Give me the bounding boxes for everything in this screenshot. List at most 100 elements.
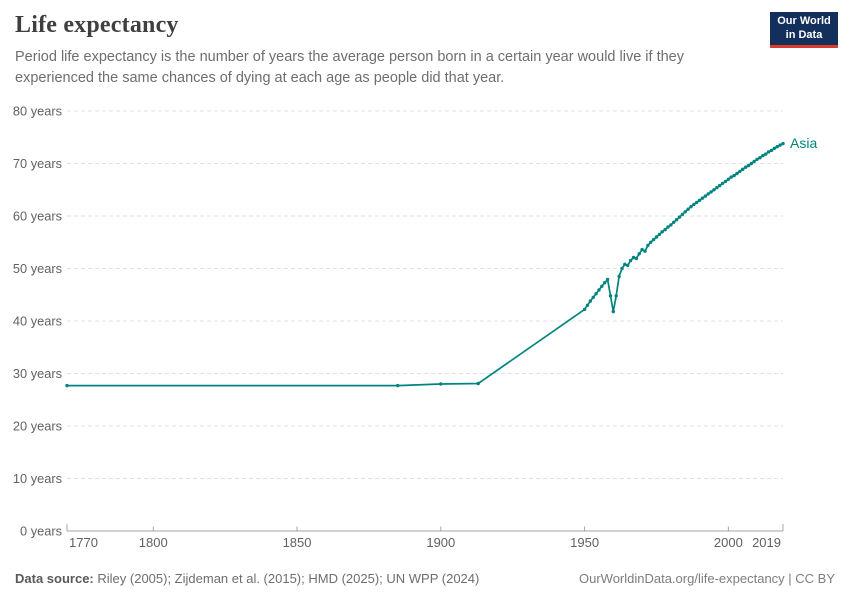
owid-logo-line1: Our World xyxy=(777,14,831,27)
credit-link[interactable]: OurWorldinData.org/life-expectancy | CC … xyxy=(578,571,835,586)
y-axis-tick-label: 10 years xyxy=(13,471,62,486)
series-point xyxy=(660,230,664,234)
series-point xyxy=(772,146,777,150)
series-point xyxy=(715,185,719,190)
series-point xyxy=(597,288,601,292)
series-point xyxy=(657,232,662,237)
series-line-asia xyxy=(66,142,784,387)
series-point xyxy=(697,198,702,202)
chart-area: 0 years 10 years 20 years 30 years 40 years 5… xyxy=(0,100,850,565)
data-source: Data source: Riley (2005); Zijdeman et a… xyxy=(15,571,479,586)
x-axis-tick-label: 1850 xyxy=(283,535,312,550)
series-point xyxy=(611,309,615,314)
series-point xyxy=(677,215,682,219)
x-axis-tick-label: 1950 xyxy=(570,535,599,550)
y-axis-tick-label: 20 years xyxy=(13,419,62,434)
series-point xyxy=(600,284,604,288)
series-point xyxy=(766,150,771,154)
series-point xyxy=(640,247,644,252)
x-axis-tick-label: 1770 xyxy=(69,535,98,550)
series-point xyxy=(617,274,621,279)
series-point xyxy=(396,383,400,388)
series-point xyxy=(674,218,679,222)
series-point xyxy=(634,256,638,261)
series-point xyxy=(439,382,443,386)
series-point xyxy=(608,294,613,298)
chart-header: Life expectancy Period life expectancy i… xyxy=(15,12,725,88)
series-point xyxy=(758,156,762,160)
series-point xyxy=(680,212,685,217)
x-axis-tick-label: 2000 xyxy=(714,535,743,550)
series-point xyxy=(476,381,480,386)
series-point xyxy=(709,190,713,194)
series-point xyxy=(723,179,728,184)
series-point xyxy=(666,225,670,229)
y-axis-tick-label: 80 years xyxy=(13,104,62,119)
series-point xyxy=(706,192,710,196)
x-axis-tick-label: 1900 xyxy=(426,535,455,550)
series-point xyxy=(720,181,725,186)
series-point xyxy=(669,223,673,227)
x-axis-tick-label: 1800 xyxy=(139,535,168,550)
series-point xyxy=(651,237,656,242)
series-point xyxy=(591,295,595,300)
series-point xyxy=(643,249,647,253)
series-point xyxy=(585,303,590,307)
series-point xyxy=(741,167,745,171)
series-point xyxy=(646,243,650,248)
series-point xyxy=(623,262,627,266)
chart-footer: Data source: Riley (2005); Zijdeman et a… xyxy=(15,571,835,586)
series-point xyxy=(738,169,742,174)
x-axis-tick-label: 2019 xyxy=(752,535,781,550)
data-source-label: Data source: xyxy=(15,571,94,586)
series-point xyxy=(588,299,592,303)
series-point xyxy=(778,143,782,147)
series-point xyxy=(603,281,607,285)
series-point xyxy=(729,175,733,179)
y-axis-tick-label: 0 years xyxy=(20,524,62,539)
series-point xyxy=(654,235,659,239)
y-axis-tick-label: 70 years xyxy=(13,156,62,171)
series-point xyxy=(663,227,667,232)
series-point xyxy=(755,157,759,161)
series-point xyxy=(712,188,716,192)
series-point xyxy=(626,263,630,268)
series-point xyxy=(718,183,722,188)
owid-logo[interactable]: Our World in Data xyxy=(770,12,838,48)
series-point xyxy=(649,240,653,244)
line-chart: 0 years 10 years 20 years 30 years 40 years 5… xyxy=(13,104,818,551)
series-point xyxy=(628,258,633,263)
series-point xyxy=(620,266,624,271)
series-point xyxy=(672,220,676,224)
y-axis-tick-label: 60 years xyxy=(13,209,62,224)
series-point xyxy=(775,145,779,149)
series-point xyxy=(703,194,708,198)
owid-logo-line2: in Data xyxy=(785,28,823,41)
data-source-list: Riley (2005); Zijdeman et al. (2015); HM… xyxy=(97,571,480,586)
series-point xyxy=(686,207,690,211)
series-point xyxy=(683,210,687,214)
series-point xyxy=(582,307,587,312)
page-title: Life expectancy xyxy=(15,12,179,38)
series-point xyxy=(764,152,768,156)
series-point xyxy=(735,171,739,176)
series-point xyxy=(689,204,693,209)
series-point xyxy=(695,200,699,205)
series-point xyxy=(637,252,641,256)
y-axis-tick-label: 40 years xyxy=(13,314,62,329)
y-axis-tick-label: 50 years xyxy=(13,261,62,276)
series-point xyxy=(752,159,756,164)
series-point xyxy=(65,383,69,388)
series-point xyxy=(781,141,785,146)
series-point xyxy=(700,196,705,200)
y-axis-tick-label: 30 years xyxy=(13,366,62,381)
series-point xyxy=(769,148,774,153)
series-point xyxy=(692,202,696,207)
series-point xyxy=(631,255,636,260)
series-point xyxy=(726,177,731,181)
series-point xyxy=(614,294,618,298)
series-point xyxy=(746,163,751,168)
series-point xyxy=(605,277,610,282)
chart-subtitle: Period life expectancy is the number of … xyxy=(15,49,684,86)
